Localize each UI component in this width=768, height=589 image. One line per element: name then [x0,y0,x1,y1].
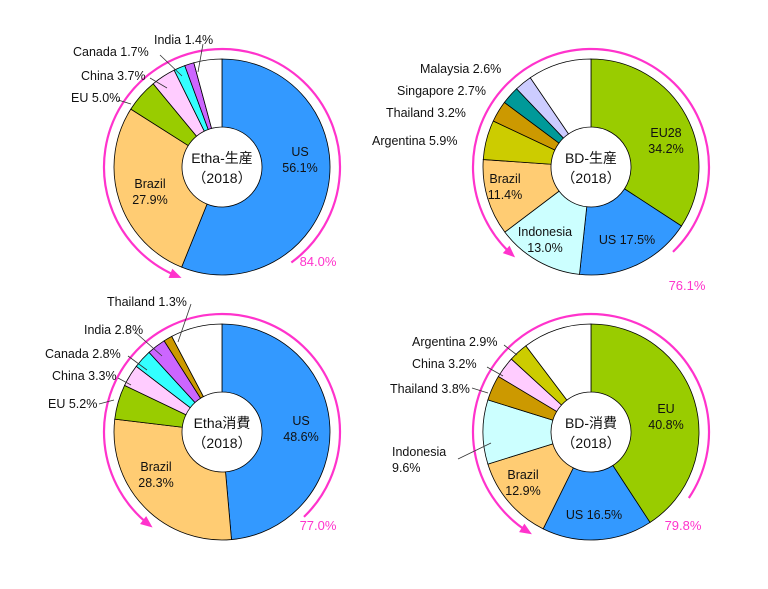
slice-other [171,323,223,398]
slice-label-canada: Canada 2.8% [45,347,121,361]
slice-label-indonesia: Indonesia 9.6% [392,445,446,475]
leader-line [117,99,132,105]
slice-us [579,188,683,276]
leader-line [159,54,183,77]
center-title: Etha-生産 [191,150,252,166]
slice-label-thailand: Thailand 3.2% [386,106,466,120]
donut-chart-4: 79.8% BD-消費 （2018） EU 40.8% US 16.5% Brazil 12.… [390,312,711,541]
leader-line [117,377,132,386]
leader-line [177,303,192,343]
leader-line [471,387,489,394]
slice-label-thailand: Thailand 1.3% [107,295,187,309]
slice-label-us: US 48.6% [283,414,318,444]
leader-line [457,442,492,460]
slice-label-india: India 2.8% [84,323,143,337]
slice-label-malaysia: Malaysia 2.6% [420,62,501,76]
center-subtitle: （2018） [192,170,251,186]
center-subtitle: （2018） [561,435,620,451]
slice-label-brazil: Brazil 28.3% [138,460,173,490]
slice-label-eu28: EU28 34.2% [648,126,683,156]
slice-other [529,58,592,135]
slice-label-thailand: Thailand 3.8% [390,382,470,396]
slice-label-argentina: Argentina 2.9% [412,335,497,349]
coverage-arrow-icon [168,268,182,279]
slice-label-indonesia: Indonesia 13.0% [518,225,572,255]
slice-label-brazil: Brazil 27.9% [132,177,167,207]
coverage-label: 84.0% [300,254,337,269]
coverage-label: 79.8% [665,518,702,533]
slice-label-eu: EU 40.8% [648,402,683,432]
slice-label-china: China 3.2% [412,357,477,371]
leader-line [486,366,504,377]
slice-label-eu: EU 5.0% [71,91,120,105]
slice-brazil [113,108,208,268]
coverage-arc [102,312,342,526]
coverage-label: 77.0% [300,518,337,533]
slice-label-india: India 1.4% [154,33,213,47]
slice-us [221,323,331,541]
slice-other [525,323,592,401]
slice-label-china: China 3.7% [81,69,146,83]
leader-line [503,344,518,356]
slice-us [181,58,331,276]
leader-line [127,355,148,371]
coverage-arc [471,312,711,534]
center-title: BD-生産 [565,150,617,166]
coverage-arrow-icon [502,245,516,258]
slice-label-us: US 56.1% [282,145,317,175]
slice-label-brazil: Brazil 12.9% [505,468,540,498]
center-subtitle: （2018） [561,170,620,186]
coverage-arrow-icon [140,516,153,528]
slice-eu28 [590,58,700,227]
slice-other [193,58,223,129]
donut-chart-3: 77.0% Etha消費 （2018） US 48.6% Brazil 28.3% EU 5.… [45,295,342,541]
center-title: Etha消費 [194,415,251,431]
slice-label-singapore: Singapore 2.7% [397,84,486,98]
donut-chart-2: 76.1% BD-生産 （2018） EU28 34.2% US 17.5% Indones… [372,47,711,293]
slice-label-eu: EU 5.2% [48,397,97,411]
slice-label-argentina: Argentina 5.9% [372,134,457,148]
slice-label-brazil: Brazil 11.4% [488,172,523,202]
coverage-arc [471,47,711,256]
coverage-label: 76.1% [669,278,706,293]
center-title: BD-消費 [565,415,617,431]
donut-chart-1: 84.0% Etha-生産 （2018） US 56.1% Brazil 27.9% EU 5… [71,33,342,279]
slice-us [542,464,651,541]
leader-line [149,77,168,89]
slice-label-us: US 17.5% [599,233,655,247]
coverage-arrow-icon [519,523,532,535]
leader-line [134,331,163,357]
slice-brazil [113,418,232,541]
slice-label-canada: Canada 1.7% [73,45,149,59]
leader-line [197,43,204,73]
leader-line [98,399,115,405]
coverage-arc [102,47,342,278]
center-subtitle: （2018） [192,435,251,451]
slice-label-china: China 3.3% [52,369,117,383]
slice-label-us: US 16.5% [566,508,622,522]
